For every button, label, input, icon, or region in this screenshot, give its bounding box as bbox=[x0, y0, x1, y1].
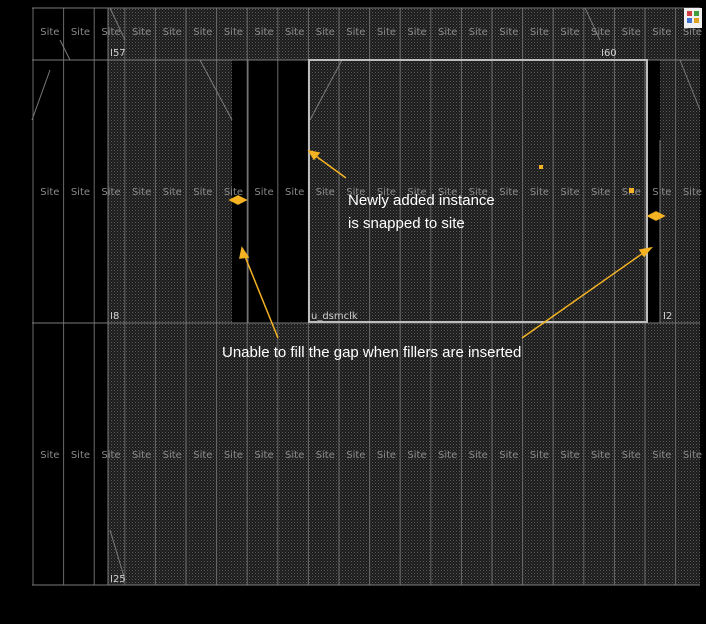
site-label: Site bbox=[407, 187, 426, 198]
site-label: Site bbox=[469, 187, 488, 198]
site-label: Site bbox=[132, 187, 151, 198]
instance-label: I25 bbox=[110, 574, 126, 585]
instance-label: I57 bbox=[110, 48, 126, 59]
site-label: Site bbox=[316, 27, 335, 38]
instance-label: I8 bbox=[110, 311, 119, 322]
site-label: Site bbox=[377, 450, 396, 461]
instance-labels: I57 I60 I8 u_dsmclk I2 I25 bbox=[110, 48, 672, 585]
instance-label: I60 bbox=[601, 48, 617, 59]
site-label: Site bbox=[560, 450, 579, 461]
site-label: Site bbox=[285, 187, 304, 198]
site-label: Site bbox=[530, 187, 549, 198]
site-label: Site bbox=[101, 450, 120, 461]
site-label: Site bbox=[40, 187, 59, 198]
site-label: Site bbox=[101, 187, 120, 198]
site-label: Site bbox=[683, 450, 702, 461]
annotation-text: Unable to fill the gap when fillers are … bbox=[222, 344, 521, 361]
arrow-head bbox=[638, 246, 653, 258]
site-label: Site bbox=[254, 187, 273, 198]
site-label: Site bbox=[499, 187, 518, 198]
toolbar-icon[interactable] bbox=[684, 8, 702, 28]
site-label: Site bbox=[101, 27, 120, 38]
annotation-text: is snapped to site bbox=[348, 215, 465, 232]
site-label: Site bbox=[560, 27, 579, 38]
site-label: Site bbox=[591, 450, 610, 461]
site-label: Site bbox=[530, 450, 549, 461]
pin bbox=[539, 165, 543, 169]
site-label: Site bbox=[316, 450, 335, 461]
site-label: Site bbox=[438, 187, 457, 198]
site-label: Site bbox=[71, 450, 90, 461]
site-label: Site bbox=[285, 450, 304, 461]
new-instance-outline bbox=[308, 59, 648, 323]
site-label: Site bbox=[316, 187, 335, 198]
site-label: Site bbox=[652, 187, 671, 198]
site-label: Site bbox=[254, 450, 273, 461]
site-label: Site bbox=[285, 27, 304, 38]
site-label: Site bbox=[683, 27, 702, 38]
annotation-text: Newly added instance bbox=[348, 192, 495, 209]
site-label: Site bbox=[407, 450, 426, 461]
annotations: Newly added instance is snapped to site Un… bbox=[222, 192, 521, 361]
site-label: Site bbox=[224, 450, 243, 461]
arrow-head bbox=[239, 246, 250, 259]
site-label: Site bbox=[438, 450, 457, 461]
site-grid bbox=[32, 8, 677, 585]
site-label: Site bbox=[132, 450, 151, 461]
cell-fill bbox=[108, 8, 700, 585]
site-label: Site bbox=[622, 450, 641, 461]
site-label: Site bbox=[193, 187, 212, 198]
gap bbox=[232, 60, 309, 323]
site-label: Site bbox=[132, 27, 151, 38]
instance-label: u_dsmclk bbox=[311, 311, 358, 322]
site-label: Site bbox=[346, 27, 365, 38]
site-label: Site bbox=[224, 187, 243, 198]
site-label: Site bbox=[407, 27, 426, 38]
instance-label: I2 bbox=[663, 311, 672, 322]
site-label: Site bbox=[683, 187, 702, 198]
site-label: Site bbox=[438, 27, 457, 38]
site-label: Site bbox=[40, 27, 59, 38]
site-label: Site bbox=[469, 450, 488, 461]
site-label: Site bbox=[163, 450, 182, 461]
site-label: Site bbox=[163, 27, 182, 38]
pin bbox=[629, 188, 634, 193]
gap bbox=[648, 60, 660, 323]
site-label: Site bbox=[40, 450, 59, 461]
site-label: Site bbox=[193, 27, 212, 38]
site-label: Site bbox=[560, 187, 579, 198]
site-label: Site bbox=[499, 27, 518, 38]
gap-marker bbox=[228, 195, 248, 205]
site-label: Site bbox=[193, 450, 212, 461]
site-label: Site bbox=[377, 187, 396, 198]
site-label: Site bbox=[224, 27, 243, 38]
arrow-head bbox=[307, 149, 321, 161]
site-label: Site bbox=[652, 27, 671, 38]
gap-marker bbox=[646, 211, 666, 221]
site-label: Site bbox=[591, 27, 610, 38]
site-label: Site bbox=[254, 27, 273, 38]
site-label: Site bbox=[530, 27, 549, 38]
site-label: Site bbox=[71, 27, 90, 38]
annotation-arrows bbox=[228, 149, 666, 339]
site-labels: Site Site Site Site Site Site Site Site Site Site… bbox=[40, 27, 702, 461]
site-label: Site bbox=[499, 450, 518, 461]
site-label: Site bbox=[71, 187, 90, 198]
site-label: Site bbox=[469, 27, 488, 38]
site-label: Site bbox=[652, 450, 671, 461]
site-label: Site bbox=[622, 27, 641, 38]
site-label: Site bbox=[346, 187, 365, 198]
site-label: Site bbox=[346, 450, 365, 461]
site-label: Site bbox=[163, 187, 182, 198]
site-label: Site bbox=[377, 27, 396, 38]
site-label: Site bbox=[591, 187, 610, 198]
